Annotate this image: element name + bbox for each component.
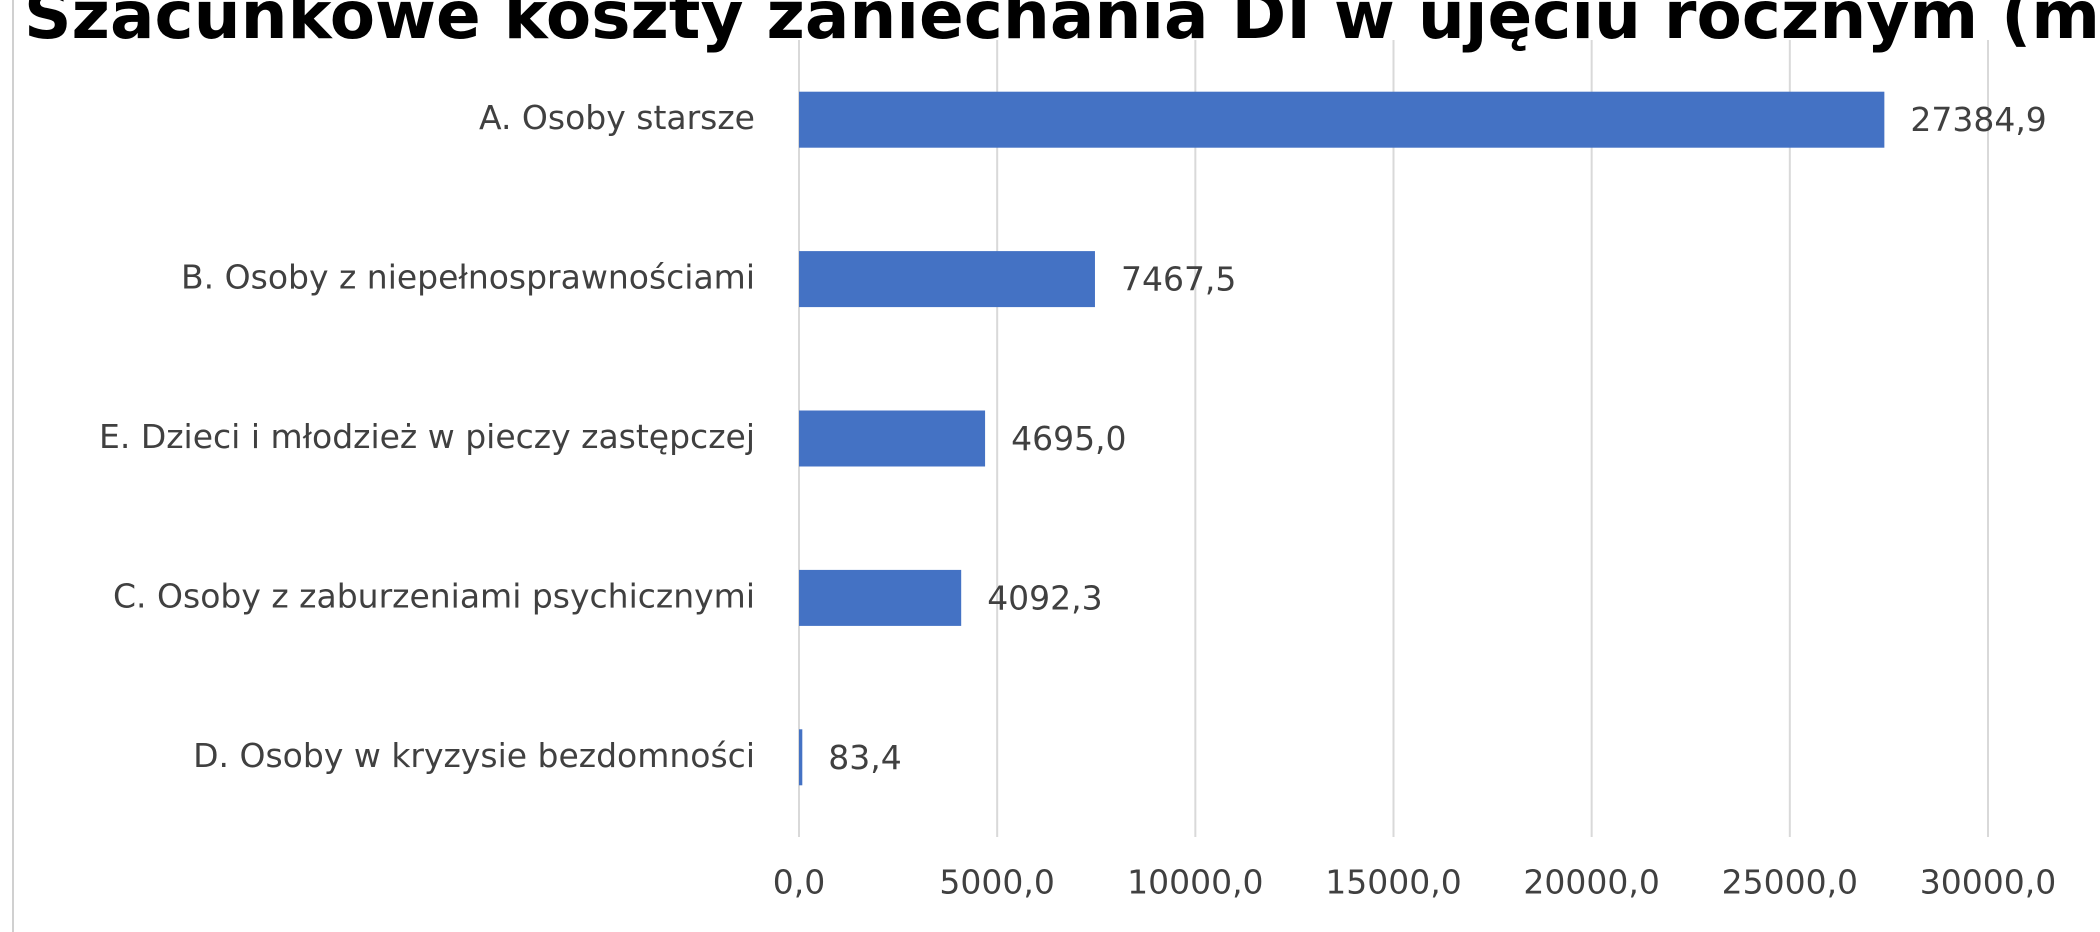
- y-tick-label: C. Osoby z zaburzeniami psychicznymi: [113, 576, 755, 615]
- data-label: 7467,5: [1121, 260, 1236, 299]
- x-tick-label: 15000,0: [1325, 863, 1461, 902]
- bar: [799, 729, 803, 786]
- data-label: 27384,9: [1910, 100, 2046, 139]
- data-label: 83,4: [828, 738, 901, 777]
- chart-title: Szacunkowe koszty zaniechania DI w ujęci…: [24, 0, 2100, 54]
- x-tick-label: 5000,0: [939, 863, 1054, 902]
- y-tick-label: D. Osoby w kryzysie bezdomności: [193, 736, 755, 775]
- bar: [799, 569, 962, 626]
- y-tick-label: B. Osoby z niepełnosprawnościami: [181, 258, 755, 297]
- bar: [799, 410, 986, 467]
- data-label: 4092,3: [987, 578, 1102, 617]
- x-tick-label: 10000,0: [1127, 863, 1263, 902]
- y-tick-label: E. Dzieci i młodzież w pieczy zastępczej: [99, 417, 755, 456]
- x-tick-label: 0,0: [773, 863, 825, 902]
- bar: [799, 91, 1885, 148]
- x-tick-label: 25000,0: [1722, 863, 1858, 902]
- y-tick-label: A. Osoby starsze: [479, 98, 755, 137]
- x-tick-label: 30000,0: [1920, 863, 2056, 902]
- bar: [799, 251, 1095, 308]
- data-label: 4695,0: [1011, 419, 1126, 458]
- x-tick-label: 20000,0: [1523, 863, 1659, 902]
